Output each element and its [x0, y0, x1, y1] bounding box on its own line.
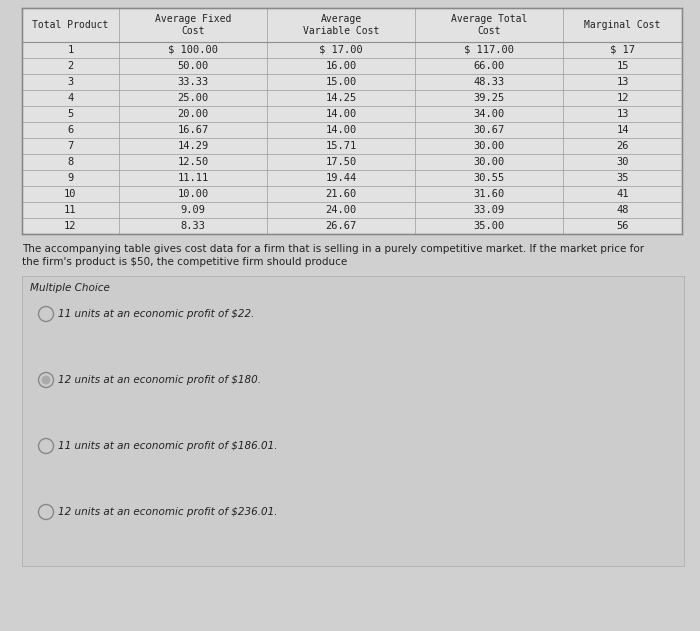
Text: 9.09: 9.09 — [181, 205, 205, 215]
Text: 25.00: 25.00 — [177, 93, 209, 103]
Text: 15.71: 15.71 — [326, 141, 357, 151]
Text: $ 17: $ 17 — [610, 45, 635, 55]
Text: 35.00: 35.00 — [474, 221, 505, 231]
Text: 13: 13 — [617, 77, 629, 87]
Text: Multiple Choice: Multiple Choice — [30, 283, 110, 293]
Text: 50.00: 50.00 — [177, 61, 209, 71]
Text: 4: 4 — [67, 93, 74, 103]
Text: 17.50: 17.50 — [326, 157, 357, 167]
Text: 15.00: 15.00 — [326, 77, 357, 87]
Text: 39.25: 39.25 — [474, 93, 505, 103]
Text: 21.60: 21.60 — [326, 189, 357, 199]
Text: 9: 9 — [67, 173, 74, 183]
Text: 8: 8 — [67, 157, 74, 167]
Text: 30.00: 30.00 — [474, 157, 505, 167]
Text: 30.00: 30.00 — [474, 141, 505, 151]
Text: 48.33: 48.33 — [474, 77, 505, 87]
Text: 7: 7 — [67, 141, 74, 151]
Text: 41: 41 — [617, 189, 629, 199]
Text: 16.67: 16.67 — [177, 125, 209, 135]
Text: 31.60: 31.60 — [474, 189, 505, 199]
Text: 12 units at an economic profit of $236.01.: 12 units at an economic profit of $236.0… — [59, 507, 278, 517]
Text: The accompanying table gives cost data for a firm that is selling in a purely co: The accompanying table gives cost data f… — [22, 244, 644, 254]
Text: 11 units at an economic profit of $22.: 11 units at an economic profit of $22. — [59, 309, 255, 319]
Text: 19.44: 19.44 — [326, 173, 357, 183]
Text: 34.00: 34.00 — [474, 109, 505, 119]
Text: 11.11: 11.11 — [177, 173, 209, 183]
Text: 14.00: 14.00 — [326, 125, 357, 135]
Text: 13: 13 — [617, 109, 629, 119]
Text: the firm's product is $50, the competitive firm should produce: the firm's product is $50, the competiti… — [22, 257, 347, 267]
Text: 48: 48 — [617, 205, 629, 215]
Text: 66.00: 66.00 — [474, 61, 505, 71]
Text: 26: 26 — [617, 141, 629, 151]
Text: $ 100.00: $ 100.00 — [168, 45, 218, 55]
Text: 24.00: 24.00 — [326, 205, 357, 215]
Text: 33.33: 33.33 — [177, 77, 209, 87]
Text: 2: 2 — [67, 61, 74, 71]
Text: Average Fixed
Cost: Average Fixed Cost — [155, 14, 231, 36]
Text: 10.00: 10.00 — [177, 189, 209, 199]
Text: 1: 1 — [67, 45, 74, 55]
Text: $ 17.00: $ 17.00 — [319, 45, 363, 55]
Text: 30.55: 30.55 — [474, 173, 505, 183]
Text: 14.00: 14.00 — [326, 109, 357, 119]
Text: $ 117.00: $ 117.00 — [464, 45, 514, 55]
Text: 8.33: 8.33 — [181, 221, 205, 231]
Text: 11 units at an economic profit of $186.01.: 11 units at an economic profit of $186.0… — [59, 441, 278, 451]
Text: Average
Variable Cost: Average Variable Cost — [303, 14, 379, 36]
Text: 12: 12 — [617, 93, 629, 103]
Text: 14.25: 14.25 — [326, 93, 357, 103]
Text: 26.67: 26.67 — [326, 221, 357, 231]
Text: Marginal Cost: Marginal Cost — [584, 20, 661, 30]
Bar — [22, 8, 682, 234]
Text: 10: 10 — [64, 189, 76, 199]
Text: 30: 30 — [617, 157, 629, 167]
Text: 12 units at an economic profit of $180.: 12 units at an economic profit of $180. — [59, 375, 262, 385]
Text: 33.09: 33.09 — [474, 205, 505, 215]
Text: 3: 3 — [67, 77, 74, 87]
Text: 14.29: 14.29 — [177, 141, 209, 151]
Circle shape — [41, 375, 50, 384]
Text: Average Total
Cost: Average Total Cost — [451, 14, 527, 36]
Text: 12: 12 — [64, 221, 76, 231]
Text: 5: 5 — [67, 109, 74, 119]
Text: 11: 11 — [64, 205, 76, 215]
Text: 16.00: 16.00 — [326, 61, 357, 71]
Text: 20.00: 20.00 — [177, 109, 209, 119]
Text: Total Product: Total Product — [32, 20, 108, 30]
Text: 35: 35 — [617, 173, 629, 183]
Text: 6: 6 — [67, 125, 74, 135]
Text: 56: 56 — [617, 221, 629, 231]
Text: 30.67: 30.67 — [474, 125, 505, 135]
Text: 14: 14 — [617, 125, 629, 135]
Bar — [22, 276, 684, 566]
Text: 12.50: 12.50 — [177, 157, 209, 167]
Text: 15: 15 — [617, 61, 629, 71]
